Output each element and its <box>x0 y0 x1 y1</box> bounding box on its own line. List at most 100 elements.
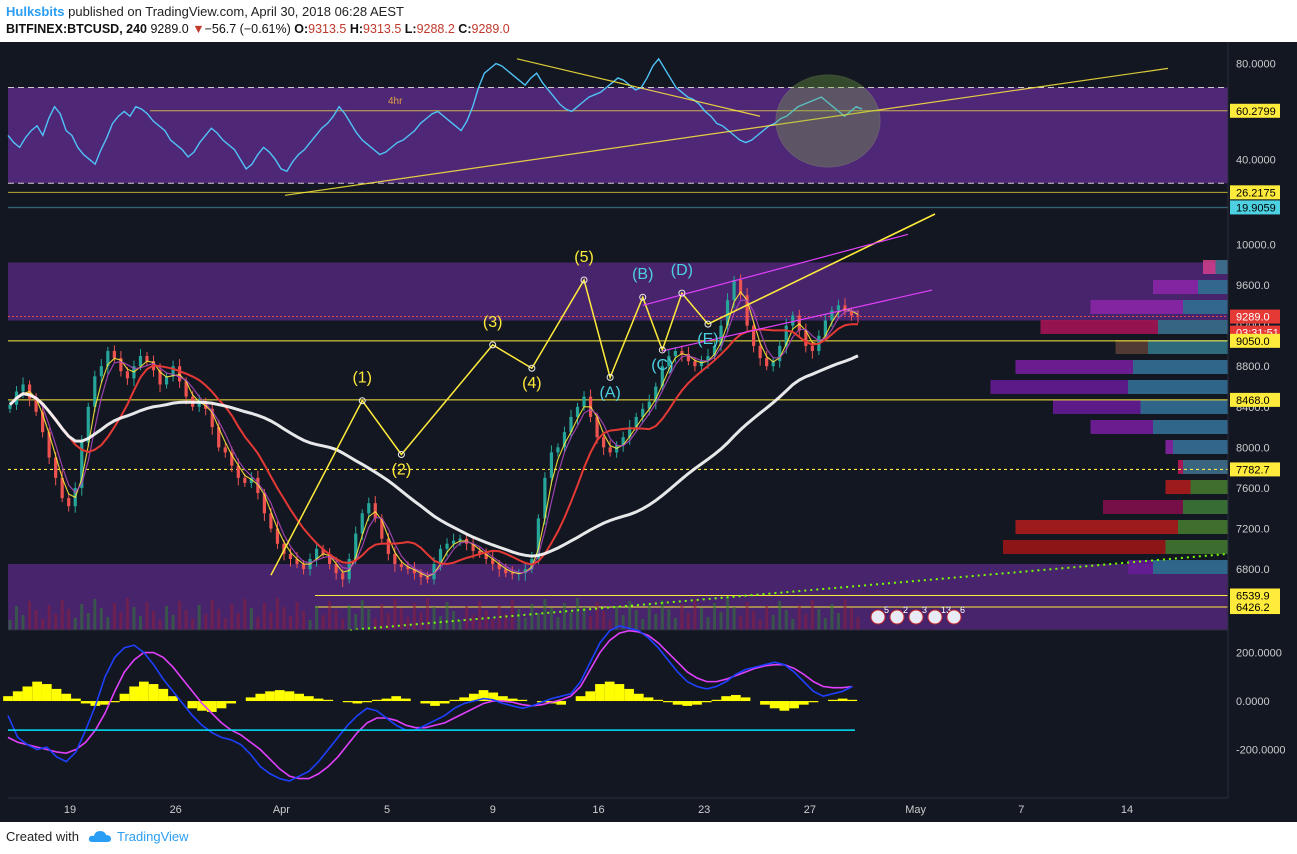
candle-body <box>536 518 540 559</box>
candle <box>178 359 182 388</box>
candle-body <box>393 553 397 565</box>
price-axis-tick: 8000.0 <box>1236 442 1270 454</box>
macd-histogram-bar <box>614 684 625 702</box>
candle <box>41 404 45 438</box>
volume-profile-bar <box>1215 260 1228 274</box>
candle <box>425 571 430 584</box>
rsi-level-marker <box>1230 185 1280 200</box>
volume-bar <box>732 607 736 630</box>
volume-bar <box>119 612 123 630</box>
macd-histogram-bar <box>362 701 372 703</box>
wave-point <box>704 320 712 328</box>
volume-bar <box>491 619 495 630</box>
candle-body <box>497 564 501 570</box>
price-change: −56.7 (−0.61%) <box>204 22 291 36</box>
candle-body <box>849 311 854 316</box>
price-marker <box>1230 392 1280 407</box>
event-badge-icon <box>946 609 962 625</box>
candle <box>693 357 697 372</box>
candle-body <box>367 503 371 514</box>
macd-histogram-bar <box>847 699 858 702</box>
price-marker-value: 9050.0 <box>1236 336 1270 348</box>
tradingview-link[interactable]: TradingView <box>117 829 189 844</box>
volume-bar <box>282 607 286 630</box>
volume-bar <box>849 608 853 630</box>
candle-body <box>210 408 214 428</box>
volume-bar <box>778 601 782 630</box>
volume-bar <box>93 599 97 630</box>
rsi-4hr-label: 4hr <box>388 96 403 107</box>
high-value: 9313.5 <box>363 22 402 36</box>
volume-bar <box>817 609 821 630</box>
candle <box>804 323 808 353</box>
volume-profile-bar <box>1165 540 1228 554</box>
candle-body <box>67 498 71 507</box>
volume-bar <box>419 612 423 630</box>
rsi-level-marker <box>1230 103 1280 118</box>
volume-bar <box>210 600 214 630</box>
chart-header: Hulksbits published on TradingView.com, … <box>0 0 1297 42</box>
candle <box>491 551 495 571</box>
chart-canvas[interactable]: 4hr(1)(2)(3)(4)(5)(A)(B)(C)(D)(E)5 2 3 13 68… <box>0 42 1297 822</box>
candle <box>145 351 149 367</box>
macd-histogram-bar <box>575 696 586 702</box>
volume-profile-bar <box>1128 380 1228 394</box>
candle-body <box>438 548 443 565</box>
macd-histogram-bar <box>459 697 469 702</box>
macd-histogram-bar <box>226 701 237 704</box>
volume-bar <box>152 611 156 630</box>
rsi-line <box>7 57 863 173</box>
macd-histogram-bar <box>633 693 644 702</box>
candle-body <box>425 577 430 580</box>
volume-bar <box>621 615 625 630</box>
footer: Created with TradingView <box>0 822 1297 854</box>
candle-body <box>621 437 625 446</box>
macd-histogram-bar <box>663 701 673 703</box>
macd-histogram-bar <box>672 701 683 705</box>
candle <box>236 458 240 486</box>
candle <box>830 306 834 328</box>
chart-area[interactable]: 4hr (1) (2) (3) (4) (5) (A) (B) (C) (D) (E) 5 2 3 13 6 8… <box>0 42 1297 822</box>
volume-bar <box>667 609 671 630</box>
candle <box>654 382 658 410</box>
macd-histogram-bar <box>3 696 13 702</box>
candle-body <box>628 427 632 438</box>
candle-body <box>288 553 293 559</box>
price-axis-tick: 10000.0 <box>1236 239 1276 251</box>
volume-bar <box>641 619 645 630</box>
volume-bar <box>654 614 658 630</box>
candle <box>106 346 110 374</box>
volume-profile-bar <box>1148 340 1228 354</box>
macd-histogram-bar <box>391 696 402 702</box>
rsi-level-value: 60.2799 <box>1236 106 1276 118</box>
candle-body <box>223 447 227 453</box>
macd-histogram-bar <box>478 690 489 702</box>
price-marker-value: 7782.7 <box>1236 464 1270 476</box>
wave-point <box>358 397 366 405</box>
candle <box>223 443 227 458</box>
wave-label: (B) <box>632 266 653 283</box>
wave-point <box>489 341 497 349</box>
candle-body <box>719 325 723 346</box>
candle-body <box>60 477 64 499</box>
macd-histogram-bar <box>323 699 334 702</box>
event-badge-count: 2 <box>903 605 908 615</box>
candle-body <box>602 437 606 448</box>
rsi-trendline <box>284 67 1169 196</box>
macd-histogram-bar <box>303 696 314 702</box>
volume-bar <box>745 602 749 630</box>
macd-histogram-bar <box>740 697 751 702</box>
candle-body <box>243 477 247 483</box>
volume-bar <box>380 604 384 630</box>
candle <box>478 546 482 558</box>
author-link[interactable]: Hulksbits <box>6 4 65 19</box>
volume-bar <box>843 599 847 630</box>
price-axis-tick: 6800.0 <box>1236 564 1270 576</box>
candle-body <box>595 416 599 438</box>
x-axis-tick: 27 <box>804 804 816 816</box>
symbol-name[interactable]: BITFINEX:BTCUSD, 240 <box>6 22 147 36</box>
volume-profile-bar <box>1153 420 1228 434</box>
volume-bar <box>686 613 690 630</box>
macd-histogram-bar <box>51 688 62 702</box>
candle-body <box>451 540 456 544</box>
